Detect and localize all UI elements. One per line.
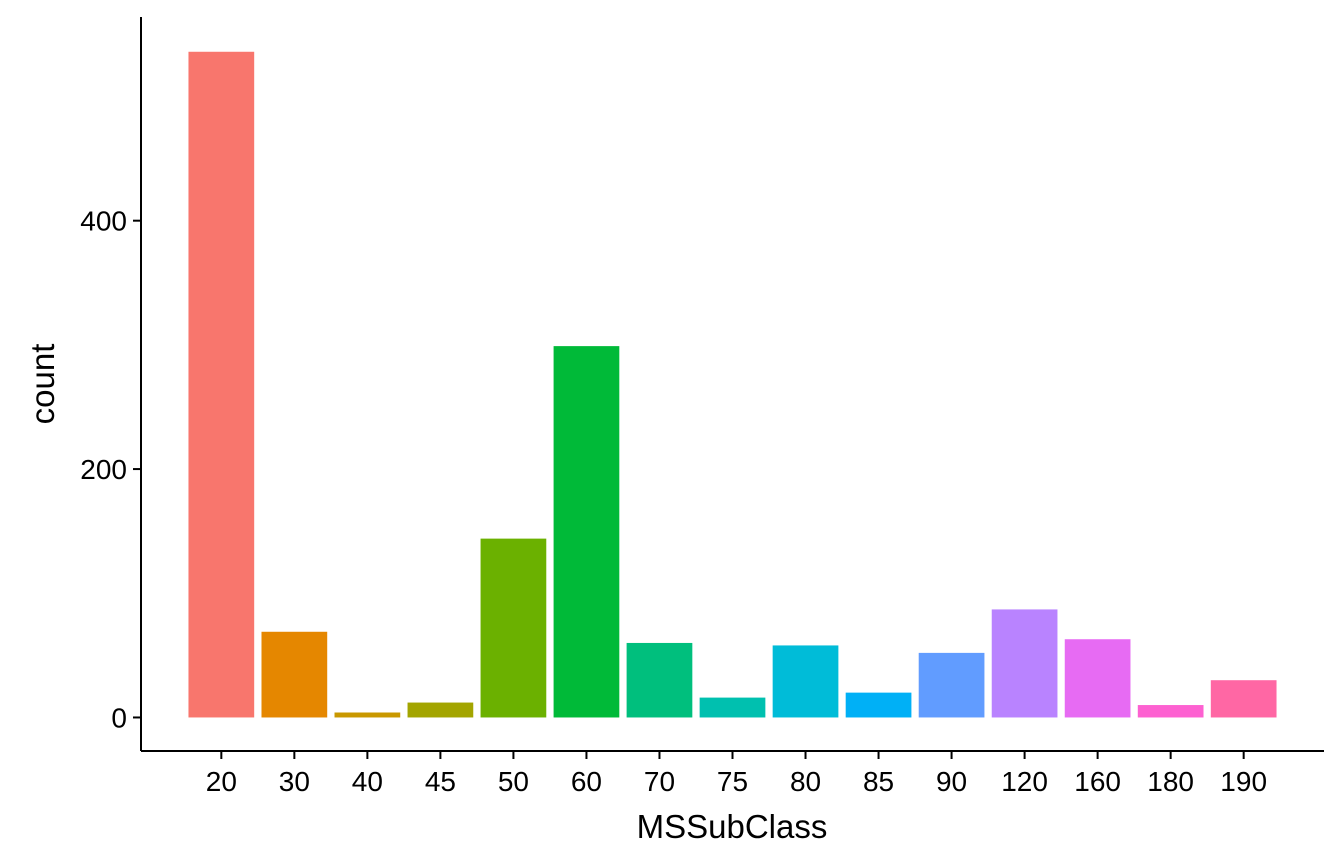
x-tick-label-120: 120 — [1001, 766, 1048, 797]
bar-120 — [991, 609, 1058, 718]
bar-20 — [188, 51, 255, 718]
x-tick-label-40: 40 — [352, 766, 383, 797]
x-tick-label-85: 85 — [863, 766, 894, 797]
x-tick-label-50: 50 — [498, 766, 529, 797]
bar-85 — [845, 692, 912, 718]
x-tick-label-70: 70 — [644, 766, 675, 797]
x-tick-label-190: 190 — [1220, 766, 1267, 797]
bar-30 — [261, 631, 328, 718]
bar-160 — [1064, 639, 1131, 718]
x-tick-label-20: 20 — [206, 766, 237, 797]
x-tick-label-80: 80 — [790, 766, 821, 797]
y-tick-label-400: 400 — [80, 206, 127, 237]
bar-40 — [334, 712, 401, 718]
x-tick-label-60: 60 — [571, 766, 602, 797]
x-tick-label-180: 180 — [1147, 766, 1194, 797]
x-tick-label-160: 160 — [1074, 766, 1121, 797]
bars-group — [188, 51, 1277, 718]
bar-190 — [1210, 680, 1277, 718]
x-ticks-group: 20 30 40 45 50 60 70 75 80 85 90 120 160 180 190 — [206, 751, 1267, 797]
bar-70 — [626, 642, 693, 718]
bar-50 — [480, 538, 547, 718]
x-tick-label-90: 90 — [936, 766, 967, 797]
bar-45 — [407, 702, 474, 718]
y-ticks-group: 0 200 400 — [80, 206, 141, 733]
bar-75 — [699, 697, 766, 718]
y-tick-label-200: 200 — [80, 454, 127, 485]
x-axis-title: MSSubClass — [637, 808, 828, 845]
y-tick-label-0: 0 — [111, 702, 127, 733]
bar-180 — [1137, 705, 1204, 718]
x-tick-label-45: 45 — [425, 766, 456, 797]
y-axis-title: count — [24, 344, 61, 425]
bar-90 — [918, 652, 985, 718]
x-tick-label-30: 30 — [279, 766, 310, 797]
bar-60 — [553, 346, 620, 718]
x-tick-label-75: 75 — [717, 766, 748, 797]
bar-80 — [772, 645, 839, 718]
